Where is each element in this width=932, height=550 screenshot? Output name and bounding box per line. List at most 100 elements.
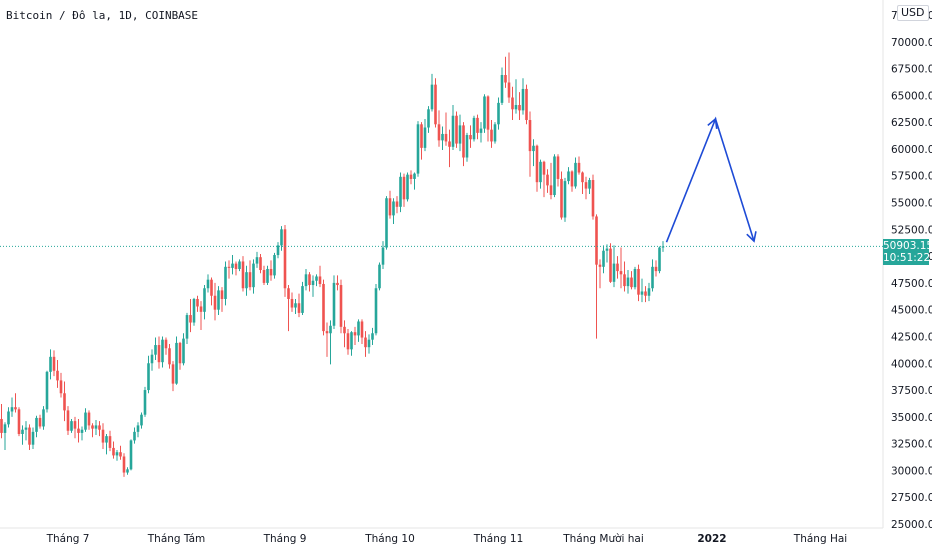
candle: [150, 349, 154, 371]
candle-body: [577, 162, 581, 173]
candle: [280, 226, 283, 251]
candle-body: [560, 178, 563, 218]
candle-body: [84, 412, 87, 430]
candle-body: [325, 331, 329, 334]
candle-body: [430, 84, 434, 110]
price-axis[interactable]: 25000.00 27500.00 30000.00 32500.00 35000.00…: [891, 10, 932, 531]
candle-body: [406, 174, 409, 200]
candle: [364, 331, 367, 357]
candle: [318, 265, 322, 288]
candles-layer: [0, 52, 665, 477]
candle: [276, 242, 280, 259]
candle-body: [381, 247, 385, 265]
candle-body: [626, 277, 630, 287]
candle-body: [329, 325, 332, 334]
candle-body: [287, 288, 290, 299]
x-tick-label: Tháng Tám: [147, 533, 206, 545]
candle: [339, 279, 343, 334]
candle: [357, 319, 360, 342]
candle-body: [161, 339, 164, 363]
candle-body: [59, 380, 63, 394]
candle-body: [3, 424, 7, 433]
candle-body: [511, 97, 514, 110]
y-tick-label: 60000.00: [891, 144, 932, 156]
candle-body: [630, 277, 633, 288]
candle-body: [154, 345, 157, 355]
candle: [644, 286, 647, 303]
candle-body: [63, 393, 66, 411]
candle-body: [647, 288, 651, 296]
candle: [437, 110, 441, 147]
candle-body: [521, 88, 525, 111]
candle-body: [45, 371, 49, 410]
candle: [31, 427, 35, 449]
candle: [381, 241, 385, 269]
candle-body: [129, 440, 133, 470]
candle-body: [101, 429, 105, 443]
candle: [185, 312, 189, 344]
candle-body: [371, 333, 374, 340]
x-tick-label: Tháng Hai: [793, 533, 847, 545]
candle-body: [651, 266, 654, 289]
candle-body: [210, 279, 213, 296]
candle: [609, 243, 612, 283]
forecast-arrow[interactable]: [665, 116, 757, 243]
candle-body: [619, 271, 623, 275]
candle-body: [77, 428, 80, 433]
candle: [87, 410, 91, 430]
currency-badge[interactable]: USD: [897, 5, 929, 21]
candle-body: [395, 201, 399, 207]
candle-body: [532, 145, 535, 152]
candle-body: [350, 332, 353, 350]
candle-body: [553, 156, 556, 196]
candle: [52, 350, 56, 377]
candle: [546, 169, 549, 193]
candle: [500, 67, 504, 106]
candle: [49, 349, 52, 380]
candle-body: [612, 263, 616, 282]
candle-body: [567, 171, 570, 182]
candle: [14, 393, 17, 413]
candle: [161, 336, 164, 368]
candle: [630, 271, 633, 290]
symbol-title[interactable]: Bitcoin / Đô la, 1D, COINBASE: [6, 9, 199, 22]
y-tick-label: 52500.00: [891, 224, 932, 236]
candle-body: [399, 176, 402, 207]
candle-body: [140, 414, 143, 426]
candle: [490, 120, 493, 148]
candle: [108, 430, 112, 452]
current-price-value: 50903.15: [883, 240, 932, 253]
candle: [122, 453, 126, 477]
candle: [605, 244, 609, 263]
candle: [136, 422, 140, 438]
candle: [444, 112, 448, 146]
candle: [238, 259, 241, 272]
candle-body: [458, 125, 462, 144]
candle-body: [637, 268, 640, 295]
time-axis[interactable]: Tháng 7 Tháng Tám Tháng 9 Tháng 10 Tháng 11 T…: [46, 533, 848, 545]
candle-body: [56, 370, 59, 381]
candle: [483, 94, 486, 133]
candle: [147, 355, 150, 394]
candle-body: [546, 174, 549, 186]
candle-body: [262, 270, 266, 283]
y-tick-label: 35000.00: [891, 412, 932, 424]
candle: [658, 246, 661, 274]
candle-body: [70, 421, 73, 431]
candle: [308, 272, 311, 292]
candle-body: [178, 342, 182, 364]
candle: [392, 198, 395, 224]
candle-body: [14, 407, 17, 410]
candle: [73, 416, 77, 439]
candle-body: [80, 429, 84, 433]
candle: [168, 343, 171, 369]
candle: [434, 78, 437, 128]
candle-body: [294, 303, 297, 308]
candle-body: [150, 354, 154, 364]
candle-body: [245, 272, 248, 289]
candle: [206, 274, 210, 293]
candle-body: [17, 409, 21, 434]
candle-body: [479, 128, 483, 133]
candle: [588, 177, 591, 194]
